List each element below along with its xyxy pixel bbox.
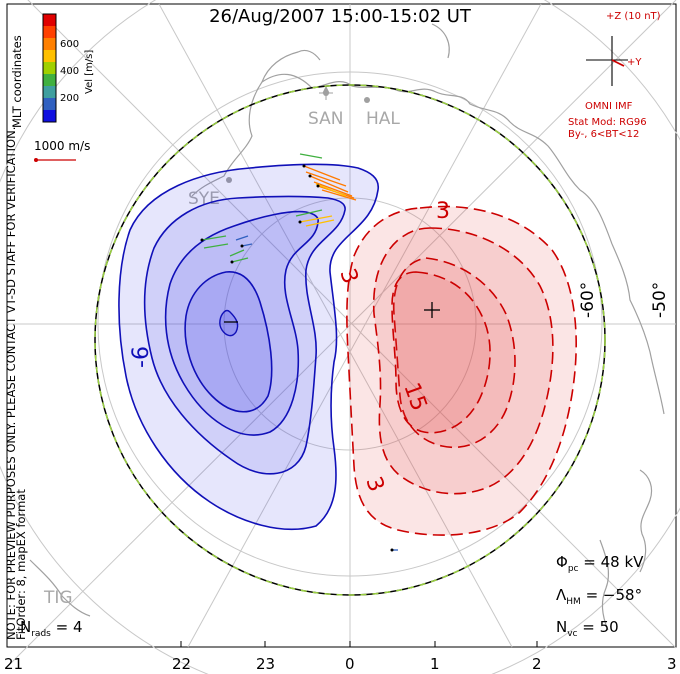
nvc-value: = 50	[577, 618, 619, 636]
colorbar-tick-400: 400	[60, 66, 79, 77]
negative-contour-1	[118, 163, 380, 530]
vector-origins	[200, 164, 394, 552]
negative-contour-3	[164, 210, 319, 436]
imf-condition-label: By-, 6<BT<12	[568, 129, 640, 140]
lambda-symbol: Λ	[556, 586, 567, 604]
scale-vector-label: 1000 m/s	[34, 139, 91, 153]
hm-boundary-latitude: ΛHM = −58°	[556, 586, 642, 607]
negative-contour-5	[219, 309, 239, 337]
phi-subscript: pc	[567, 564, 579, 574]
scale-vector-origin	[34, 158, 38, 162]
colorbar-block	[43, 98, 56, 111]
colorbar-block	[43, 14, 56, 27]
negative-contour-4	[184, 271, 273, 413]
mlt-tick-21: 21	[4, 655, 24, 673]
phi-value: = 48 kV	[578, 553, 644, 571]
mlt-tick-22: 22	[172, 655, 192, 673]
latitude-label-60: -60°	[578, 282, 598, 318]
positive-potential-cell	[346, 205, 577, 536]
nvc-subscript: vc	[567, 629, 578, 639]
contour-label-neg6: -6	[129, 346, 154, 368]
colorbar-block	[43, 62, 56, 75]
station-label-san: SAN	[308, 109, 343, 129]
station-label-sye: SYE	[188, 189, 220, 209]
imf-y-axis-label: +Y	[627, 57, 642, 68]
imf-z-axis-label: +Z (10 nT)	[606, 11, 661, 22]
positive-contour-2	[372, 227, 554, 495]
colorbar-border	[42, 13, 57, 123]
colorbar-block	[43, 110, 56, 123]
vectors-green	[201, 153, 323, 263]
mlt-tick-3: 3	[667, 655, 677, 673]
imf-source-label: OMNI IMF	[585, 101, 633, 112]
stat-model-label: Stat Mod: RG96	[568, 117, 647, 128]
nrads-subscript: rads	[31, 629, 51, 639]
mlt-tick-23: 23	[256, 655, 276, 673]
mlt-tick-0: 0	[345, 655, 355, 673]
vectors-orange	[303, 165, 357, 201]
velocity-vectors	[200, 153, 398, 552]
colorbar-tick-600: 600	[60, 39, 79, 50]
colorbar-block	[43, 38, 56, 51]
station-label-tig: TIG	[43, 588, 73, 608]
latitude-label-50: -50°	[650, 282, 670, 318]
mlt-tick-2: 2	[532, 655, 542, 673]
nvc-symbol: N	[556, 618, 568, 636]
coastline	[29, 23, 665, 631]
negative-potential-cell	[118, 163, 380, 530]
lambda-subscript: HM	[566, 597, 581, 607]
positive-contour-1	[346, 205, 577, 536]
lambda-value: = −58°	[580, 586, 643, 604]
coordinates-label: MLT coordinates	[10, 35, 24, 128]
positive-contour-3	[392, 257, 516, 449]
nrads-value: = 4	[50, 618, 83, 636]
nrads-symbol: N	[20, 618, 32, 636]
mlt-tick-1: 1	[430, 655, 440, 673]
station-markers	[226, 85, 370, 183]
hmb-boundary-dash	[94, 84, 606, 596]
velocity-colorbar	[42, 13, 57, 123]
colorbar-block	[43, 74, 56, 87]
negative-contour-2	[143, 195, 346, 475]
radar-count: Nrads = 4	[20, 618, 83, 639]
map-title: 26/Aug/2007 15:00-15:02 UT	[209, 6, 471, 27]
positive-contour-4	[391, 271, 491, 434]
cross-polar-potential: Φpc = 48 kV	[556, 553, 643, 574]
colorbar-label: Vel [m/s]	[84, 50, 95, 94]
colorbar-block	[43, 50, 56, 63]
vector-count: Nvc = 50	[556, 618, 619, 639]
phi-symbol: Φ	[556, 553, 568, 571]
mlt-ticks	[6, 641, 677, 647]
colorbar-block	[43, 26, 56, 39]
potential-extrema	[224, 302, 440, 323]
contour-label-3a: 3	[436, 199, 450, 224]
imf-dial	[586, 36, 628, 86]
imf-vector	[611, 59, 625, 67]
colorbar-block	[43, 86, 56, 99]
station-label-hal: HAL	[366, 109, 400, 129]
colorbar-tick-200: 200	[60, 93, 79, 104]
vectors-yellow	[299, 183, 347, 227]
